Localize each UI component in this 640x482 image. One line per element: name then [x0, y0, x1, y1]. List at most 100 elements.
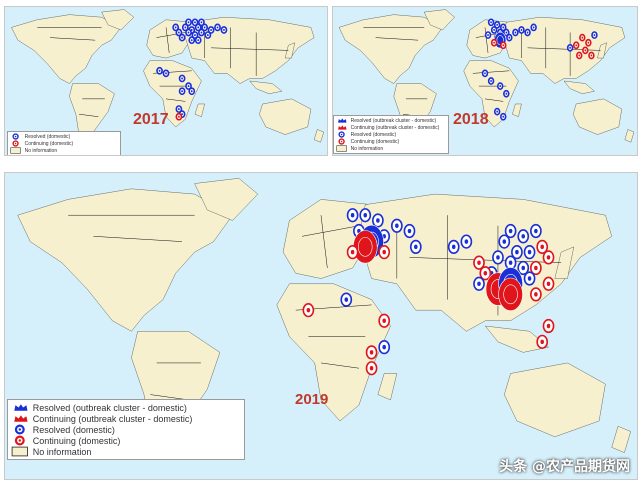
land-southeast-asia	[564, 81, 594, 94]
legend-item: Resolved (domestic)	[336, 131, 446, 138]
land-new-zealand	[314, 129, 324, 142]
continuing-cluster-legend-icon	[338, 125, 347, 130]
outbreak-marker-continuing	[543, 320, 553, 333]
outbreak-marker-continuing	[379, 246, 389, 259]
outbreak-marker-continuing	[583, 47, 588, 53]
country-border	[166, 99, 185, 102]
legend-item: Resolved (outbreak cluster - domestic)	[336, 117, 446, 124]
resolved-legend-icon	[338, 131, 345, 138]
outbreak-marker-resolved	[202, 24, 207, 30]
outbreak-marker-continuing	[303, 304, 313, 317]
outbreak-marker-resolved	[531, 225, 541, 238]
year-label-2018: 2018	[453, 111, 489, 128]
land-southeast-asia	[485, 326, 548, 352]
outbreak-marker-resolved	[489, 78, 494, 84]
outbreak-marker-resolved	[568, 45, 573, 51]
land-australia	[573, 99, 622, 135]
land-north-america	[11, 15, 120, 84]
land-australia	[259, 99, 311, 135]
outbreak-marker-continuing	[492, 40, 497, 46]
outbreak-marker-resolved	[512, 246, 522, 259]
legend-item: No information	[10, 147, 118, 154]
outbreak-marker-resolved	[215, 24, 220, 30]
country-border	[485, 27, 488, 53]
outbreak-marker-continuing	[577, 52, 582, 58]
outbreak-marker-resolved	[499, 235, 509, 248]
legend-label: Resolved (outbreak cluster - domestic)	[32, 402, 187, 413]
outbreak-marker-resolved	[180, 35, 185, 41]
outbreak-marker-resolved	[360, 209, 370, 222]
legend-label: Continuing (outbreak cluster - domestic)	[32, 413, 193, 424]
outbreak-marker-resolved	[404, 225, 414, 238]
resolved-legend-icon	[14, 424, 25, 435]
country-border	[485, 99, 503, 102]
outbreak-marker-resolved	[192, 19, 197, 25]
outbreak-marker-resolved	[341, 293, 351, 306]
legend-item: Continuing (domestic)	[336, 138, 446, 145]
outbreak-marker-resolved	[176, 106, 181, 112]
outbreak-marker-resolved	[209, 27, 214, 33]
outbreak-marker-resolved	[196, 37, 201, 43]
outbreak-marker-resolved	[518, 230, 528, 243]
country-border	[321, 363, 359, 368]
outbreak-marker-continuing-cluster	[499, 278, 523, 311]
watermark: 头条 @农产品期货网	[499, 459, 630, 475]
outbreak-marker-continuing	[589, 52, 594, 58]
legend-label: Resolved (domestic)	[24, 133, 71, 140]
outbreak-marker-resolved	[493, 251, 503, 264]
legend-item: Resolved (domestic)	[10, 133, 118, 140]
outbreak-marker-resolved	[392, 219, 402, 232]
land-southeast-asia	[250, 81, 282, 94]
land-asia	[185, 17, 314, 83]
outbreak-marker-continuing	[543, 251, 553, 264]
outbreak-marker-resolved	[525, 29, 530, 35]
legend-label: Continuing (outbreak cluster - domestic)	[350, 124, 440, 131]
year-label-2019: 2019	[295, 391, 329, 408]
outbreak-marker-resolved	[373, 214, 383, 227]
outbreak-marker-resolved	[501, 24, 506, 30]
outbreak-marker-resolved	[518, 262, 528, 275]
outbreak-marker-resolved	[506, 256, 516, 269]
land-madagascar	[378, 373, 397, 399]
outbreak-marker-resolved	[507, 35, 512, 41]
land-africa	[464, 61, 519, 127]
legend-2018: Resolved (outbreak cluster - domestic) Co…	[333, 115, 449, 154]
outbreak-marker-resolved	[486, 32, 491, 38]
country-border	[376, 38, 419, 41]
outbreak-marker-continuing	[531, 288, 541, 301]
outbreak-marker-resolved	[501, 114, 506, 120]
outbreak-marker-resolved	[186, 83, 191, 89]
outbreak-marker-resolved	[176, 29, 181, 35]
legend-item: Continuing (outbreak cluster - domestic)	[336, 124, 446, 131]
outbreak-marker-continuing	[531, 262, 541, 275]
outbreak-marker-resolved	[592, 32, 597, 38]
legend-item: Continuing (outbreak cluster - domestic)	[11, 413, 241, 424]
resolved-legend-icon	[12, 133, 19, 140]
outbreak-marker-resolved	[199, 29, 204, 35]
legend-item: Continuing (domestic)	[10, 140, 118, 147]
outbreak-marker-continuing	[586, 40, 591, 46]
land-japan	[555, 247, 574, 279]
land-australia	[504, 363, 605, 437]
land-greenland	[195, 178, 258, 220]
outbreak-marker-continuing	[367, 346, 377, 359]
outbreak-marker-resolved	[504, 91, 509, 97]
outbreak-marker-resolved	[492, 27, 497, 33]
outbreak-marker-continuing	[480, 267, 490, 280]
outbreak-marker-continuing	[348, 246, 358, 259]
country-border	[79, 114, 98, 117]
outbreak-marker-resolved	[411, 241, 421, 254]
outbreak-marker-resolved	[183, 24, 188, 30]
outbreak-marker-resolved	[196, 24, 201, 30]
land-asia	[359, 194, 612, 331]
outbreak-marker-resolved	[348, 209, 358, 222]
land-new-zealand	[612, 426, 631, 452]
land-greenland	[424, 10, 454, 30]
outbreak-marker-continuing	[543, 277, 553, 290]
legend-item: Resolved (outbreak cluster - domestic)	[11, 402, 241, 413]
outbreak-marker-continuing	[501, 42, 506, 48]
legend-label: Continuing (domestic)	[24, 140, 74, 147]
outbreak-marker-continuing	[537, 241, 547, 254]
map-panel-2017: 2017 Resolved (domestic) Continuing (dome…	[4, 6, 328, 156]
legend-label: No information	[32, 446, 92, 457]
